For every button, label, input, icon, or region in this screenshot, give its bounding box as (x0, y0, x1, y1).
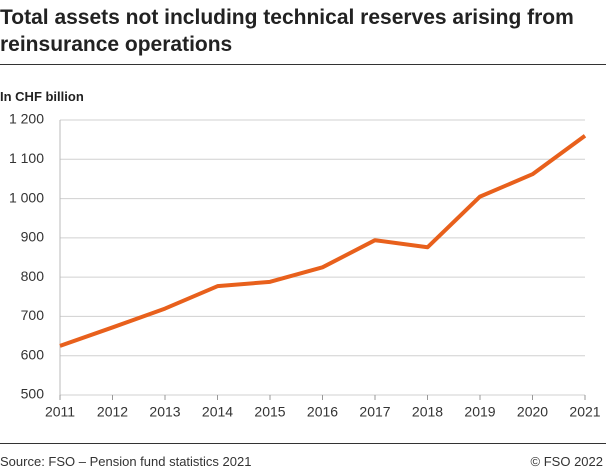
x-tick-label: 2017 (359, 404, 390, 420)
source: Source: FSO – Pension fund statistics 20… (0, 454, 252, 469)
rule (0, 64, 606, 65)
x-tick-label: 2014 (202, 404, 233, 420)
y-axis-label: In CHF billion (0, 89, 84, 104)
x-tick-label: 2021 (569, 404, 600, 420)
y-tick-label: 700 (21, 307, 45, 323)
x-tick-label: 2018 (412, 404, 443, 420)
y-tick-label: 600 (21, 346, 45, 362)
x-tick-label: 2013 (149, 404, 180, 420)
copyright: © FSO 2022 (530, 454, 603, 469)
x-tick-label: 2015 (254, 404, 285, 420)
y-tick-label: 500 (21, 386, 45, 402)
x-tick-label: 2011 (45, 404, 75, 420)
y-tick-label: 900 (21, 229, 45, 245)
chart-title: Total assets not including technical res… (0, 6, 574, 56)
x-tick-label: 2020 (517, 404, 548, 420)
y-tick-label: 800 (21, 268, 45, 284)
x-tick-label: 2012 (97, 404, 128, 420)
y-tick-label: 1 000 (9, 189, 44, 205)
y-tick-label: 1 100 (9, 150, 44, 166)
x-tick-label: 2019 (464, 404, 495, 420)
y-tick-label: 1 200 (9, 111, 44, 127)
rule (0, 443, 606, 444)
line (59, 134, 587, 348)
x-tick-label: 2016 (307, 404, 338, 420)
